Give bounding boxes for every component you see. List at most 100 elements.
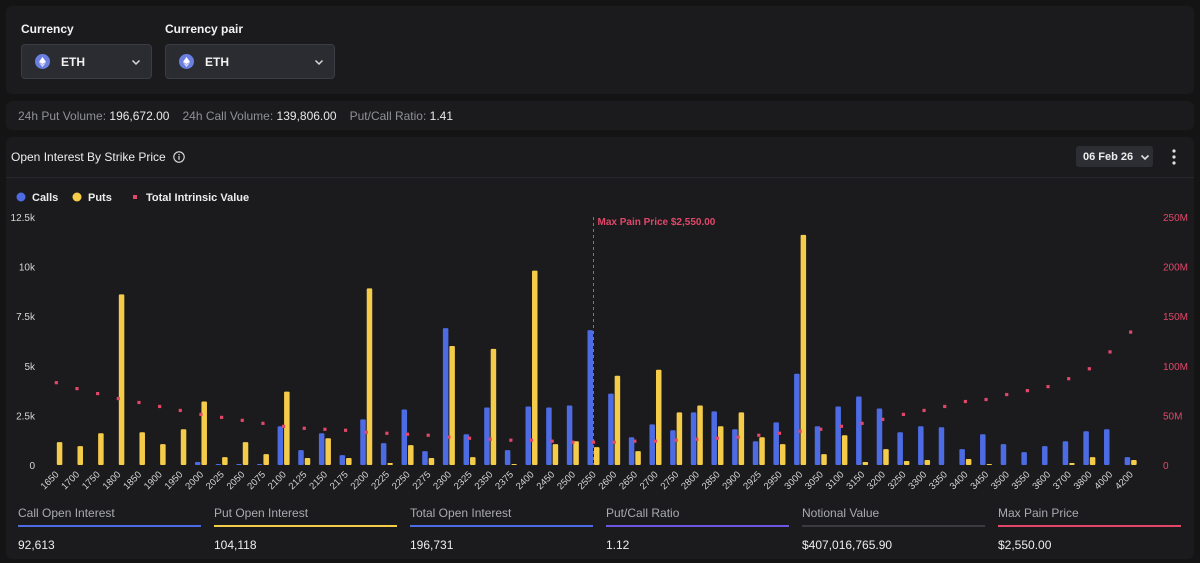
puts-bar — [532, 270, 538, 465]
intrinsic-value-point — [591, 440, 596, 444]
calls-bar — [1021, 452, 1027, 465]
calls-bar — [401, 409, 408, 465]
intrinsic-value-point — [426, 433, 430, 437]
panel-divider — [6, 177, 1194, 178]
calls-bar — [835, 406, 841, 465]
x-tick-label: 3100 — [824, 469, 847, 492]
puts-bar — [77, 446, 83, 465]
currency-pair-select[interactable]: ETH — [165, 44, 335, 79]
puts-bar — [387, 463, 393, 465]
summary-underline — [410, 525, 593, 527]
calls-bar — [711, 411, 717, 465]
intrinsic-value-point — [839, 424, 844, 428]
x-tick-label: 1900 — [142, 469, 165, 492]
y-right-tick-label: 200M — [1163, 263, 1188, 274]
x-tick-label: 2275 — [411, 469, 434, 492]
puts-bar — [180, 429, 187, 465]
puts-bar — [222, 457, 228, 465]
intrinsic-value-point — [385, 431, 389, 435]
y-right-tick-label: 250M — [1163, 213, 1188, 224]
calls-bar — [525, 406, 532, 465]
puts-bar — [511, 464, 517, 465]
expiry-date-select[interactable]: 06 Feb 26 — [1076, 146, 1153, 167]
calls-bar — [215, 464, 222, 465]
intrinsic-value-point — [860, 421, 864, 425]
puts-bar — [470, 457, 476, 465]
intrinsic-value-point — [1025, 389, 1029, 393]
intrinsic-value-point — [1005, 392, 1009, 397]
calls-bar — [773, 422, 779, 465]
currency-pair-filter: Currency pair ETH — [165, 22, 335, 79]
x-tick-label: 2800 — [679, 469, 702, 492]
y-left-tick-label: 0 — [29, 461, 35, 472]
y-left-tick-label: 5k — [24, 362, 36, 373]
puts-bar — [635, 451, 641, 465]
calls-bar — [876, 408, 883, 465]
x-tick-label: 2750 — [659, 469, 682, 492]
puts-bar — [759, 437, 765, 465]
calls-bar — [546, 407, 552, 465]
info-icon[interactable] — [172, 151, 185, 163]
y-left-tick-label: 12.5k — [11, 213, 36, 224]
x-tick-label: 3600 — [1030, 469, 1053, 492]
calls-bar — [814, 426, 821, 465]
x-tick-label: 3550 — [1010, 469, 1033, 492]
currency-select[interactable]: ETH — [21, 44, 152, 79]
calls-bar — [256, 464, 263, 465]
calls-bar — [938, 427, 945, 465]
currency-pair-value: ETH — [205, 54, 229, 69]
intrinsic-value-point — [1108, 350, 1112, 354]
intrinsic-value-point — [240, 418, 244, 422]
y-right-tick-label: 50M — [1163, 411, 1182, 422]
calls-bar — [360, 419, 366, 465]
calls-bar — [1083, 431, 1089, 465]
summary-underline — [18, 525, 201, 527]
chevron-down-icon — [314, 59, 324, 65]
summary-label: Total Open Interest — [410, 506, 512, 520]
currency-filter: Currency ETH — [21, 22, 152, 79]
calls-bar — [670, 430, 676, 465]
intrinsic-value-point — [447, 435, 451, 439]
expiry-date-value: 06 Feb 26 — [1083, 150, 1134, 163]
calls-bar — [194, 462, 201, 465]
x-tick-label: 3350 — [927, 469, 950, 492]
y-left-tick-label: 7.5k — [16, 312, 36, 323]
intrinsic-value-point — [798, 429, 802, 433]
put-volume-stat: 24h Put Volume: 196,672.00 — [18, 108, 170, 123]
open-interest-chart: Calls Puts Total Intrinsic Value 0 2.5k 5k 7.5… — [11, 192, 1188, 492]
x-tick-label: 4200 — [1113, 469, 1136, 492]
x-tick-label: 3000 — [782, 469, 805, 492]
volume-stats-bar: 24h Put Volume: 196,672.00 24h Call Volu… — [6, 101, 1194, 130]
summary-value: 196,731 — [410, 538, 454, 552]
x-tick-label: 2050 — [225, 469, 248, 492]
x-tick-label: 2075 — [245, 469, 268, 492]
x-tick-label: 2200 — [349, 469, 372, 492]
x-tick-label: 2600 — [597, 469, 620, 492]
calls-bar — [752, 441, 759, 465]
puts-bar — [490, 348, 497, 465]
intrinsic-value-point — [943, 404, 947, 409]
intrinsic-value-point — [467, 436, 472, 440]
legend-marker — [133, 195, 137, 199]
chevron-down-icon — [131, 59, 141, 65]
filter-panel: Currency ETH Currency pair ETH — [6, 6, 1194, 94]
more-options-icon[interactable] — [1168, 148, 1180, 166]
calls-bar — [794, 373, 800, 465]
calls-bar — [277, 426, 284, 465]
intrinsic-value-point — [695, 437, 699, 441]
currency-label: Currency — [21, 22, 74, 36]
puts-bar — [676, 412, 683, 465]
x-tick-label: 3400 — [948, 469, 971, 492]
summary-label: Put Open Interest — [214, 506, 309, 520]
calls-bar — [587, 330, 593, 465]
y-right-tick-label: 0 — [1163, 461, 1169, 472]
x-tick-label: 2900 — [721, 469, 744, 492]
intrinsic-value-point — [674, 438, 678, 442]
ethereum-icon — [179, 54, 194, 69]
puts-bar — [118, 294, 125, 465]
puts-bar — [263, 454, 269, 465]
calls-bar — [690, 412, 697, 465]
puts-bar — [573, 441, 579, 465]
summary-underline — [998, 525, 1181, 527]
intrinsic-value-point — [922, 408, 926, 413]
